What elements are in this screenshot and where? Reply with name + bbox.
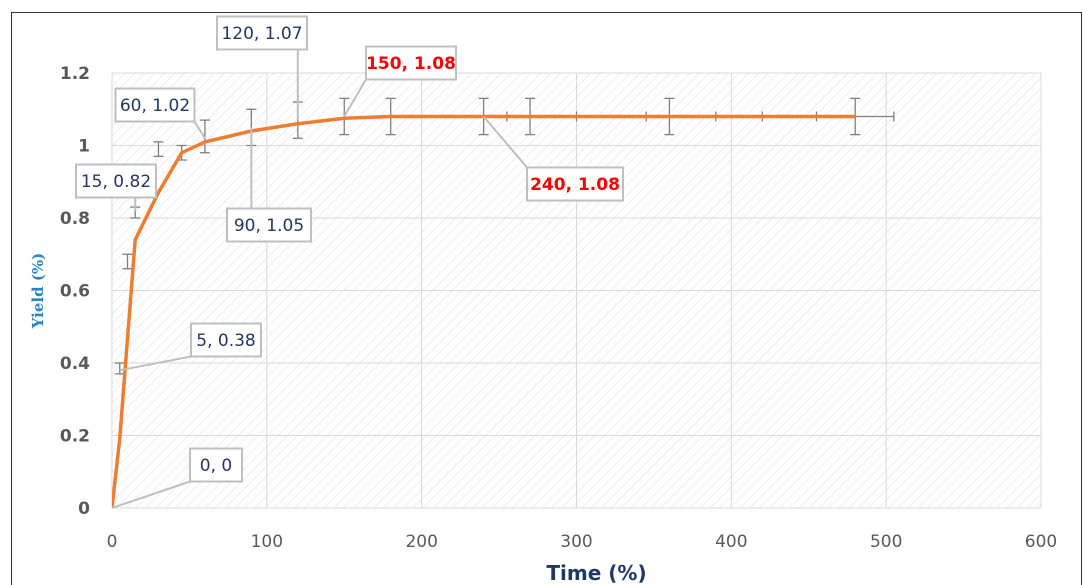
- callout-label: 90, 1.05: [234, 216, 304, 236]
- gridlines: [111, 72, 1042, 509]
- y-tick-label: 0: [78, 499, 90, 519]
- y-tick-label: 0.2: [60, 427, 90, 447]
- series-line-yield: [112, 114, 856, 508]
- y-tick-label: 0.6: [60, 282, 90, 302]
- data-callout: 60, 1.02: [114, 87, 206, 139]
- callout-box: [226, 207, 312, 243]
- data-callout: 0, 0: [111, 447, 243, 509]
- y-tick-label: 0.4: [60, 354, 90, 374]
- callout-leader-line: [343, 78, 367, 118]
- y-tick-label: 1.2: [60, 64, 90, 84]
- data-callout: 90, 1.05: [226, 127, 312, 243]
- y-axis-tick-labels: 0 0.2 0.4 0.6 0.8 1 1.2: [60, 64, 90, 519]
- x-tick-label: 200: [405, 532, 437, 552]
- callout-label: 240, 1.08: [530, 175, 620, 195]
- x-tick-label: 400: [715, 532, 747, 552]
- data-callout: 5, 0.38: [119, 322, 262, 372]
- callout-box: [190, 322, 262, 358]
- y-tick-label: 0.8: [60, 209, 90, 229]
- x-tick-label: 100: [251, 532, 283, 552]
- y-tick-label: 1: [78, 137, 90, 157]
- callout-label: 15, 0.82: [81, 172, 151, 192]
- data-callout: 120, 1.07: [216, 15, 308, 121]
- x-tick-label: 600: [1025, 532, 1057, 552]
- callout-box: [189, 447, 243, 483]
- callout-leader-line: [119, 355, 192, 372]
- y-axis-title: Yield (%): [29, 253, 47, 330]
- callout-leader-line: [482, 115, 528, 169]
- callout-label: 60, 1.02: [120, 96, 190, 116]
- data-callout: 150, 1.08: [343, 45, 457, 118]
- error-bar: [122, 253, 133, 270]
- callout-label: 0, 0: [200, 456, 232, 476]
- data-callouts: 0, 0 5, 0.38 15, 0.82 60, 1.02 120, 1.07 90, …: [75, 15, 624, 509]
- callout-label: 5, 0.38: [196, 331, 255, 351]
- callout-box: [114, 87, 196, 123]
- callout-label: 120, 1.07: [221, 24, 302, 44]
- data-callout: 240, 1.08: [482, 115, 624, 202]
- callout-box: [526, 166, 624, 202]
- x-axis-tick-labels: 0 100 200 300 400 500 600: [107, 532, 1058, 552]
- callout-box: [75, 163, 157, 199]
- callout-label: 150, 1.08: [366, 54, 456, 74]
- x-axis-title: Time (%): [546, 561, 646, 585]
- x-tick-label: 0: [107, 532, 118, 552]
- x-tick-label: 500: [870, 532, 902, 552]
- callout-box: [365, 45, 457, 81]
- chart-border: [11, 12, 1082, 585]
- x-tick-label: 300: [560, 532, 592, 552]
- error-bar: [153, 141, 164, 158]
- callout-leader-line: [193, 120, 206, 139]
- callout-box: [216, 15, 308, 51]
- callout-leader-line: [111, 480, 191, 509]
- data-callout: 15, 0.82: [75, 163, 157, 211]
